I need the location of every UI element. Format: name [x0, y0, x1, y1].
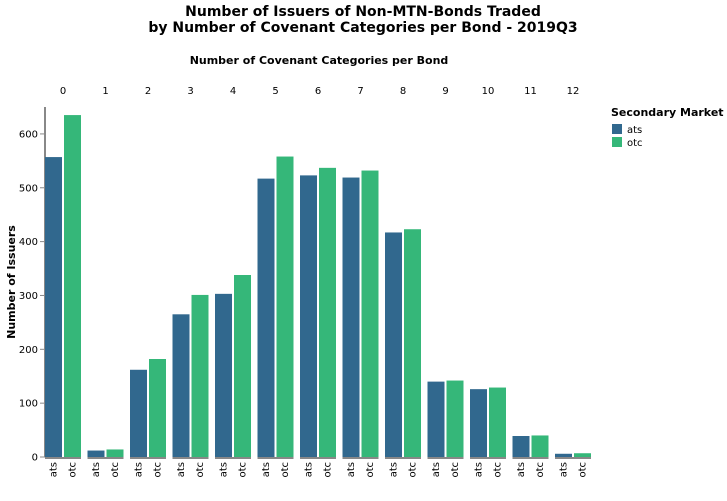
column-3: 3 ats otc — [172, 86, 209, 478]
column-header-label: 12 — [567, 86, 580, 97]
bar-otc-6 — [319, 167, 336, 457]
column-12: 12 ats otc — [555, 86, 591, 478]
column-header-label: 10 — [482, 86, 495, 97]
bar-ats-12 — [555, 453, 572, 457]
column-4: 4 ats otc — [215, 86, 251, 478]
column-8: 8 ats otc — [385, 86, 421, 478]
legend-swatch-ats — [612, 124, 622, 134]
legend-label-otc: otc — [627, 138, 643, 149]
column-header-label: 7 — [357, 86, 363, 97]
y-tick-label: 100 — [19, 399, 38, 410]
x-tick-label-otc: otc — [195, 462, 206, 478]
x-tick-label-ats: ats — [304, 462, 315, 477]
x-tick-label-ats: ats — [91, 462, 102, 477]
y-axis-title: Number of Issuers — [5, 225, 18, 339]
x-tick-label-otc: otc — [450, 462, 461, 478]
column-header-label: 3 — [187, 86, 193, 97]
bar-ats-3 — [172, 314, 190, 457]
x-tick-label-ats: ats — [176, 462, 187, 477]
x-tick-label-otc: otc — [110, 462, 121, 478]
y-tick-label: 400 — [19, 237, 38, 248]
x-tick-label-otc: otc — [365, 462, 376, 478]
column-2: 2 ats otc — [130, 86, 166, 478]
column-7: 7 ats otc — [342, 86, 379, 478]
x-tick-label-otc: otc — [153, 462, 164, 478]
bar-otc-3 — [191, 294, 209, 457]
column-header-label: 9 — [442, 86, 448, 97]
column-1: 1 ats otc — [87, 86, 124, 478]
y-tick-label: 600 — [19, 129, 38, 140]
legend-title: Secondary Market — [611, 106, 724, 119]
y-tick-label: 500 — [19, 183, 38, 194]
bar-otc-10 — [489, 387, 506, 457]
bar-ats-5 — [257, 178, 275, 457]
bar-otc-0 — [64, 115, 81, 458]
bar-otc-8 — [404, 229, 421, 457]
column-header-label: 5 — [272, 86, 278, 97]
bar-otc-9 — [446, 380, 464, 457]
x-tick-label-ats: ats — [261, 462, 272, 477]
bar-otc-4 — [234, 275, 251, 457]
x-tick-label-otc: otc — [238, 462, 249, 478]
column-header-label: 8 — [400, 86, 406, 97]
legend-swatch-otc — [612, 137, 622, 147]
bar-ats-0 — [45, 157, 62, 458]
bar-ats-11 — [512, 436, 530, 457]
column-axis-title: Number of Covenant Categories per Bond — [190, 54, 449, 67]
y-tick-label: 200 — [19, 345, 38, 356]
x-tick-label-ats: ats — [346, 462, 357, 477]
y-tick-label: 0 — [32, 453, 38, 464]
column-6: 6 ats otc — [300, 86, 336, 478]
x-tick-label-ats: ats — [219, 462, 230, 477]
legend: Secondary Market ats otc — [611, 106, 724, 149]
bar-ats-7 — [342, 177, 360, 458]
column-5: 5 ats otc — [257, 86, 294, 478]
x-tick-label-otc: otc — [68, 462, 79, 478]
bar-ats-1 — [87, 450, 105, 457]
x-tick-label-otc: otc — [578, 462, 589, 478]
column-11: 11 ats otc — [512, 86, 549, 478]
column-header-label: 0 — [60, 86, 66, 97]
column-header-label: 2 — [145, 86, 151, 97]
bar-otc-7 — [361, 170, 379, 458]
x-tick-label-ats: ats — [389, 462, 400, 477]
column-9: 9 ats otc — [427, 86, 464, 478]
bar-ats-8 — [385, 232, 402, 457]
bar-otc-1 — [106, 449, 124, 457]
bar-ats-4 — [215, 293, 232, 457]
bar-otc-12 — [574, 453, 591, 457]
legend-label-ats: ats — [627, 125, 642, 136]
x-tick-label-otc: otc — [323, 462, 334, 478]
x-tick-label-otc: otc — [408, 462, 419, 478]
column-header-label: 11 — [524, 86, 537, 97]
bar-ats-2 — [130, 369, 147, 457]
bar-otc-5 — [276, 156, 294, 458]
chart-title-line-2: by Number of Covenant Categories per Bon… — [148, 20, 577, 36]
x-tick-label-otc: otc — [493, 462, 504, 478]
bar-otc-2 — [149, 359, 166, 457]
x-tick-label-ats: ats — [134, 462, 145, 477]
chart-title-line-1: Number of Issuers of Non-MTN-Bonds Trade… — [185, 4, 541, 20]
column-header-label: 4 — [230, 86, 236, 97]
x-tick-label-ats: ats — [474, 462, 485, 477]
bar-otc-11 — [531, 435, 549, 457]
x-tick-label-ats: ats — [516, 462, 527, 477]
x-tick-label-ats: ats — [49, 462, 60, 477]
x-tick-label-ats: ats — [431, 462, 442, 477]
bar-ats-6 — [300, 175, 317, 457]
bar-ats-9 — [427, 381, 445, 457]
column-10: 10 ats otc — [470, 86, 506, 478]
column-header-label: 6 — [315, 86, 321, 97]
y-axis: 0 100 200 300 400 500 600 — [19, 107, 46, 464]
column-header-label: 1 — [102, 86, 108, 97]
x-tick-label-otc: otc — [280, 462, 291, 478]
x-tick-label-ats: ats — [559, 462, 570, 477]
y-tick-label: 300 — [19, 291, 38, 302]
bar-ats-10 — [470, 389, 487, 457]
x-tick-label-otc: otc — [535, 462, 546, 478]
column-0: 0 ats otc — [45, 86, 81, 478]
